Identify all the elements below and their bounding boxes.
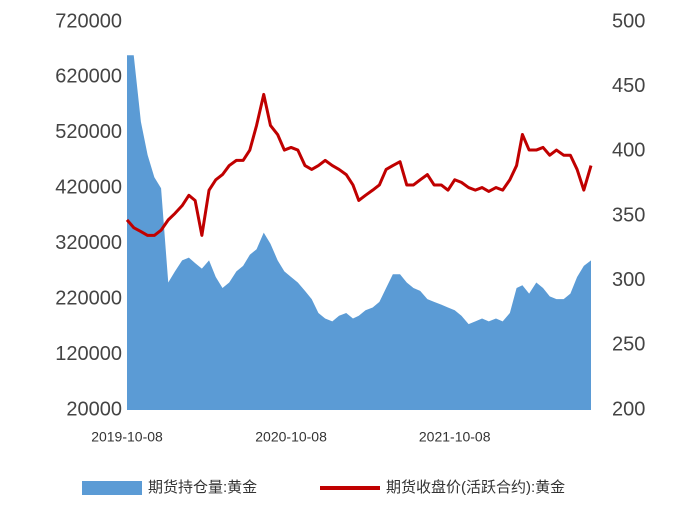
y-tick-label: 620000 <box>55 66 122 88</box>
y2-tick-label: 200 <box>612 398 645 420</box>
y-tick-label: 720000 <box>55 10 122 32</box>
y2-tick-label: 300 <box>612 269 645 291</box>
y2-tick-label: 350 <box>612 204 645 226</box>
area <box>127 55 591 410</box>
legend-swatch <box>82 481 142 495</box>
legend-label: 期货持仓量:黄金 <box>148 479 257 496</box>
y2-tick-label: 450 <box>612 75 645 97</box>
y-tick-label: 120000 <box>55 343 122 365</box>
y-tick-label: 220000 <box>55 287 122 309</box>
x-tick-label: 2021-10-08 <box>419 429 491 445</box>
y2-tick-label: 250 <box>612 334 645 356</box>
x-tick-label: 2020-10-08 <box>255 429 327 445</box>
y-tick-label: 420000 <box>55 177 122 199</box>
y2-tick-label: 500 <box>612 10 645 32</box>
line <box>125 92 593 237</box>
y2-tick-label: 400 <box>612 140 645 162</box>
y-tick-label: 20000 <box>66 398 122 420</box>
y-tick-label: 520000 <box>55 121 122 143</box>
legend-label: 期货收盘价(活跃合约):黄金 <box>386 478 565 496</box>
y-tick-label: 320000 <box>55 232 122 254</box>
x-tick-label: 2019-10-08 <box>91 429 163 445</box>
